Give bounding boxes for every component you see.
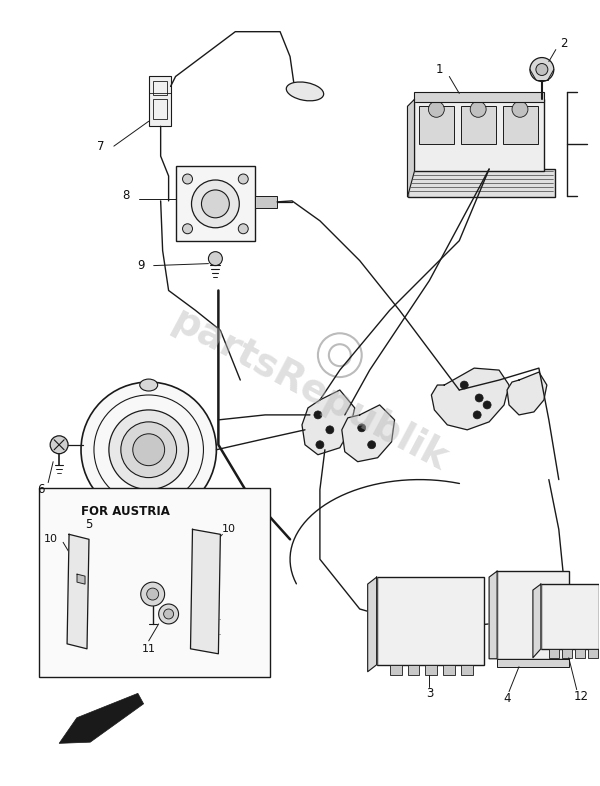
Circle shape — [483, 401, 491, 409]
Circle shape — [460, 381, 468, 389]
Bar — [149, 76, 170, 127]
Bar — [407, 665, 419, 674]
Bar — [503, 106, 538, 144]
Polygon shape — [431, 368, 509, 430]
Circle shape — [475, 394, 483, 402]
Bar — [407, 169, 555, 197]
Bar — [562, 648, 572, 658]
Circle shape — [191, 180, 239, 228]
Bar — [415, 93, 544, 102]
Bar — [419, 106, 454, 144]
Circle shape — [473, 411, 481, 419]
Circle shape — [81, 382, 217, 517]
Bar — [587, 648, 598, 658]
Polygon shape — [342, 405, 395, 461]
Circle shape — [530, 57, 554, 82]
Polygon shape — [533, 584, 541, 658]
Bar — [255, 196, 277, 208]
Bar — [461, 106, 496, 144]
Bar — [152, 82, 167, 95]
Circle shape — [158, 604, 179, 624]
Polygon shape — [59, 693, 143, 744]
Text: 3: 3 — [426, 687, 433, 700]
Text: 5: 5 — [85, 518, 92, 531]
Text: 7: 7 — [97, 140, 104, 152]
Circle shape — [316, 441, 324, 449]
Circle shape — [238, 224, 248, 233]
Bar — [443, 665, 455, 674]
Circle shape — [133, 434, 164, 465]
Circle shape — [208, 252, 223, 266]
Circle shape — [238, 174, 248, 184]
Circle shape — [314, 411, 322, 419]
Polygon shape — [77, 574, 85, 584]
Circle shape — [326, 426, 334, 434]
Bar — [425, 665, 437, 674]
Ellipse shape — [140, 509, 158, 520]
Polygon shape — [407, 99, 415, 197]
Circle shape — [512, 101, 528, 117]
Text: FOR AUSTRIA: FOR AUSTRIA — [81, 505, 170, 519]
Polygon shape — [67, 534, 89, 648]
Circle shape — [428, 101, 445, 117]
Text: 9: 9 — [137, 259, 145, 272]
Bar — [377, 577, 484, 665]
Bar — [497, 571, 569, 659]
Circle shape — [147, 588, 158, 600]
Bar — [39, 487, 270, 677]
Polygon shape — [368, 577, 377, 672]
Bar — [461, 665, 473, 674]
Polygon shape — [507, 372, 547, 415]
Circle shape — [358, 424, 365, 432]
Polygon shape — [191, 529, 220, 654]
Text: 10: 10 — [44, 534, 58, 545]
Text: partsRepublik: partsRepublik — [166, 301, 454, 479]
Bar — [152, 99, 167, 119]
Bar — [497, 659, 569, 667]
Circle shape — [50, 435, 68, 454]
Circle shape — [121, 422, 176, 478]
Text: 12: 12 — [573, 690, 588, 703]
Bar — [575, 648, 584, 658]
Bar — [389, 665, 401, 674]
Polygon shape — [302, 390, 355, 455]
Bar — [541, 584, 599, 648]
Text: 2: 2 — [560, 37, 568, 50]
Polygon shape — [489, 571, 497, 659]
Circle shape — [202, 190, 229, 218]
Text: 4: 4 — [503, 692, 511, 705]
Text: 8: 8 — [122, 189, 130, 203]
Text: 11: 11 — [142, 644, 156, 654]
Circle shape — [368, 441, 376, 449]
Circle shape — [164, 609, 173, 619]
Ellipse shape — [286, 82, 323, 101]
Circle shape — [109, 410, 188, 490]
Bar — [415, 99, 544, 171]
Circle shape — [141, 582, 164, 606]
Circle shape — [470, 101, 486, 117]
Circle shape — [182, 174, 193, 184]
Text: 10: 10 — [221, 524, 235, 534]
Text: 1: 1 — [436, 63, 443, 76]
Bar — [549, 648, 559, 658]
Circle shape — [182, 224, 193, 233]
Text: 6: 6 — [37, 483, 45, 496]
Bar — [176, 166, 255, 241]
Ellipse shape — [140, 379, 158, 391]
Circle shape — [536, 64, 548, 75]
